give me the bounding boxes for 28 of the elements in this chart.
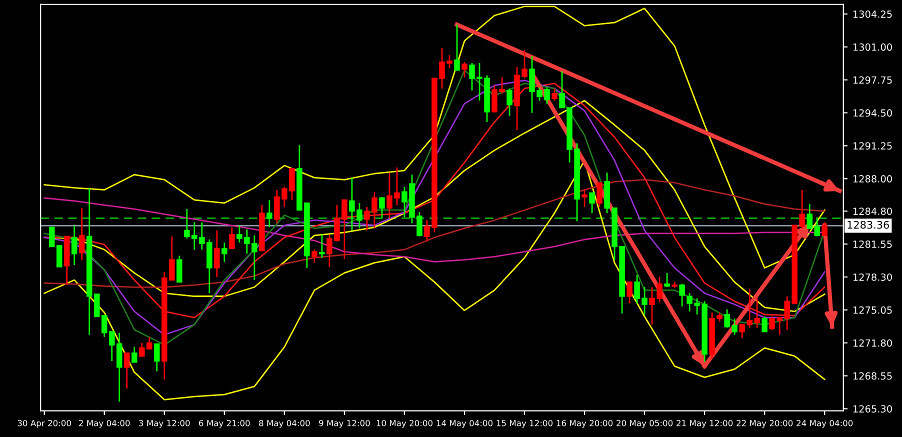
y-tick-label: 1304.25 — [853, 10, 892, 18]
x-tick-label: 22 May 20:00 — [736, 420, 793, 428]
y-tick-label: 1281.55 — [853, 240, 892, 248]
ref-line-label: 1283.36 — [848, 220, 889, 229]
x-tick-label: 20 May 05:00 — [616, 420, 673, 428]
x-tick-label: 9 May 12:00 — [319, 420, 370, 428]
y-tick-label: 1291.25 — [853, 142, 892, 150]
y-tick-label: 1265.30 — [853, 405, 892, 413]
y-tick-label: 1271.80 — [853, 339, 892, 347]
y-tick-label: 1301.00 — [853, 43, 892, 51]
x-tick-label: 21 May 12:00 — [676, 420, 733, 428]
y-tick-label: 1268.55 — [853, 372, 892, 380]
x-tick-label: 16 May 20:00 — [556, 420, 613, 428]
x-tick-label: 15 May 12:00 — [496, 420, 553, 428]
x-tick-label: 24 May 04:00 — [796, 420, 853, 428]
x-tick-label: 8 May 04:00 — [259, 420, 310, 428]
x-tick-label: 10 May 20:00 — [376, 420, 432, 428]
x-tick-label: 14 May 04:00 — [436, 420, 493, 428]
y-tick-label: 1278.30 — [853, 273, 892, 281]
y-tick-label: 1288.00 — [853, 175, 892, 183]
y-tick-label: 1294.50 — [853, 109, 892, 117]
x-tick-label: 2 May 04:00 — [79, 420, 130, 428]
x-tick-label: 6 May 21:00 — [199, 420, 250, 428]
y-tick-label: 1284.80 — [853, 208, 892, 215]
y-tick-label: 1297.75 — [853, 76, 892, 84]
y-tick-label: 1275.05 — [853, 306, 892, 314]
x-tick-label: 3 May 12:00 — [139, 420, 190, 428]
x-tick-label: 30 Apr 20:00 — [18, 420, 71, 428]
